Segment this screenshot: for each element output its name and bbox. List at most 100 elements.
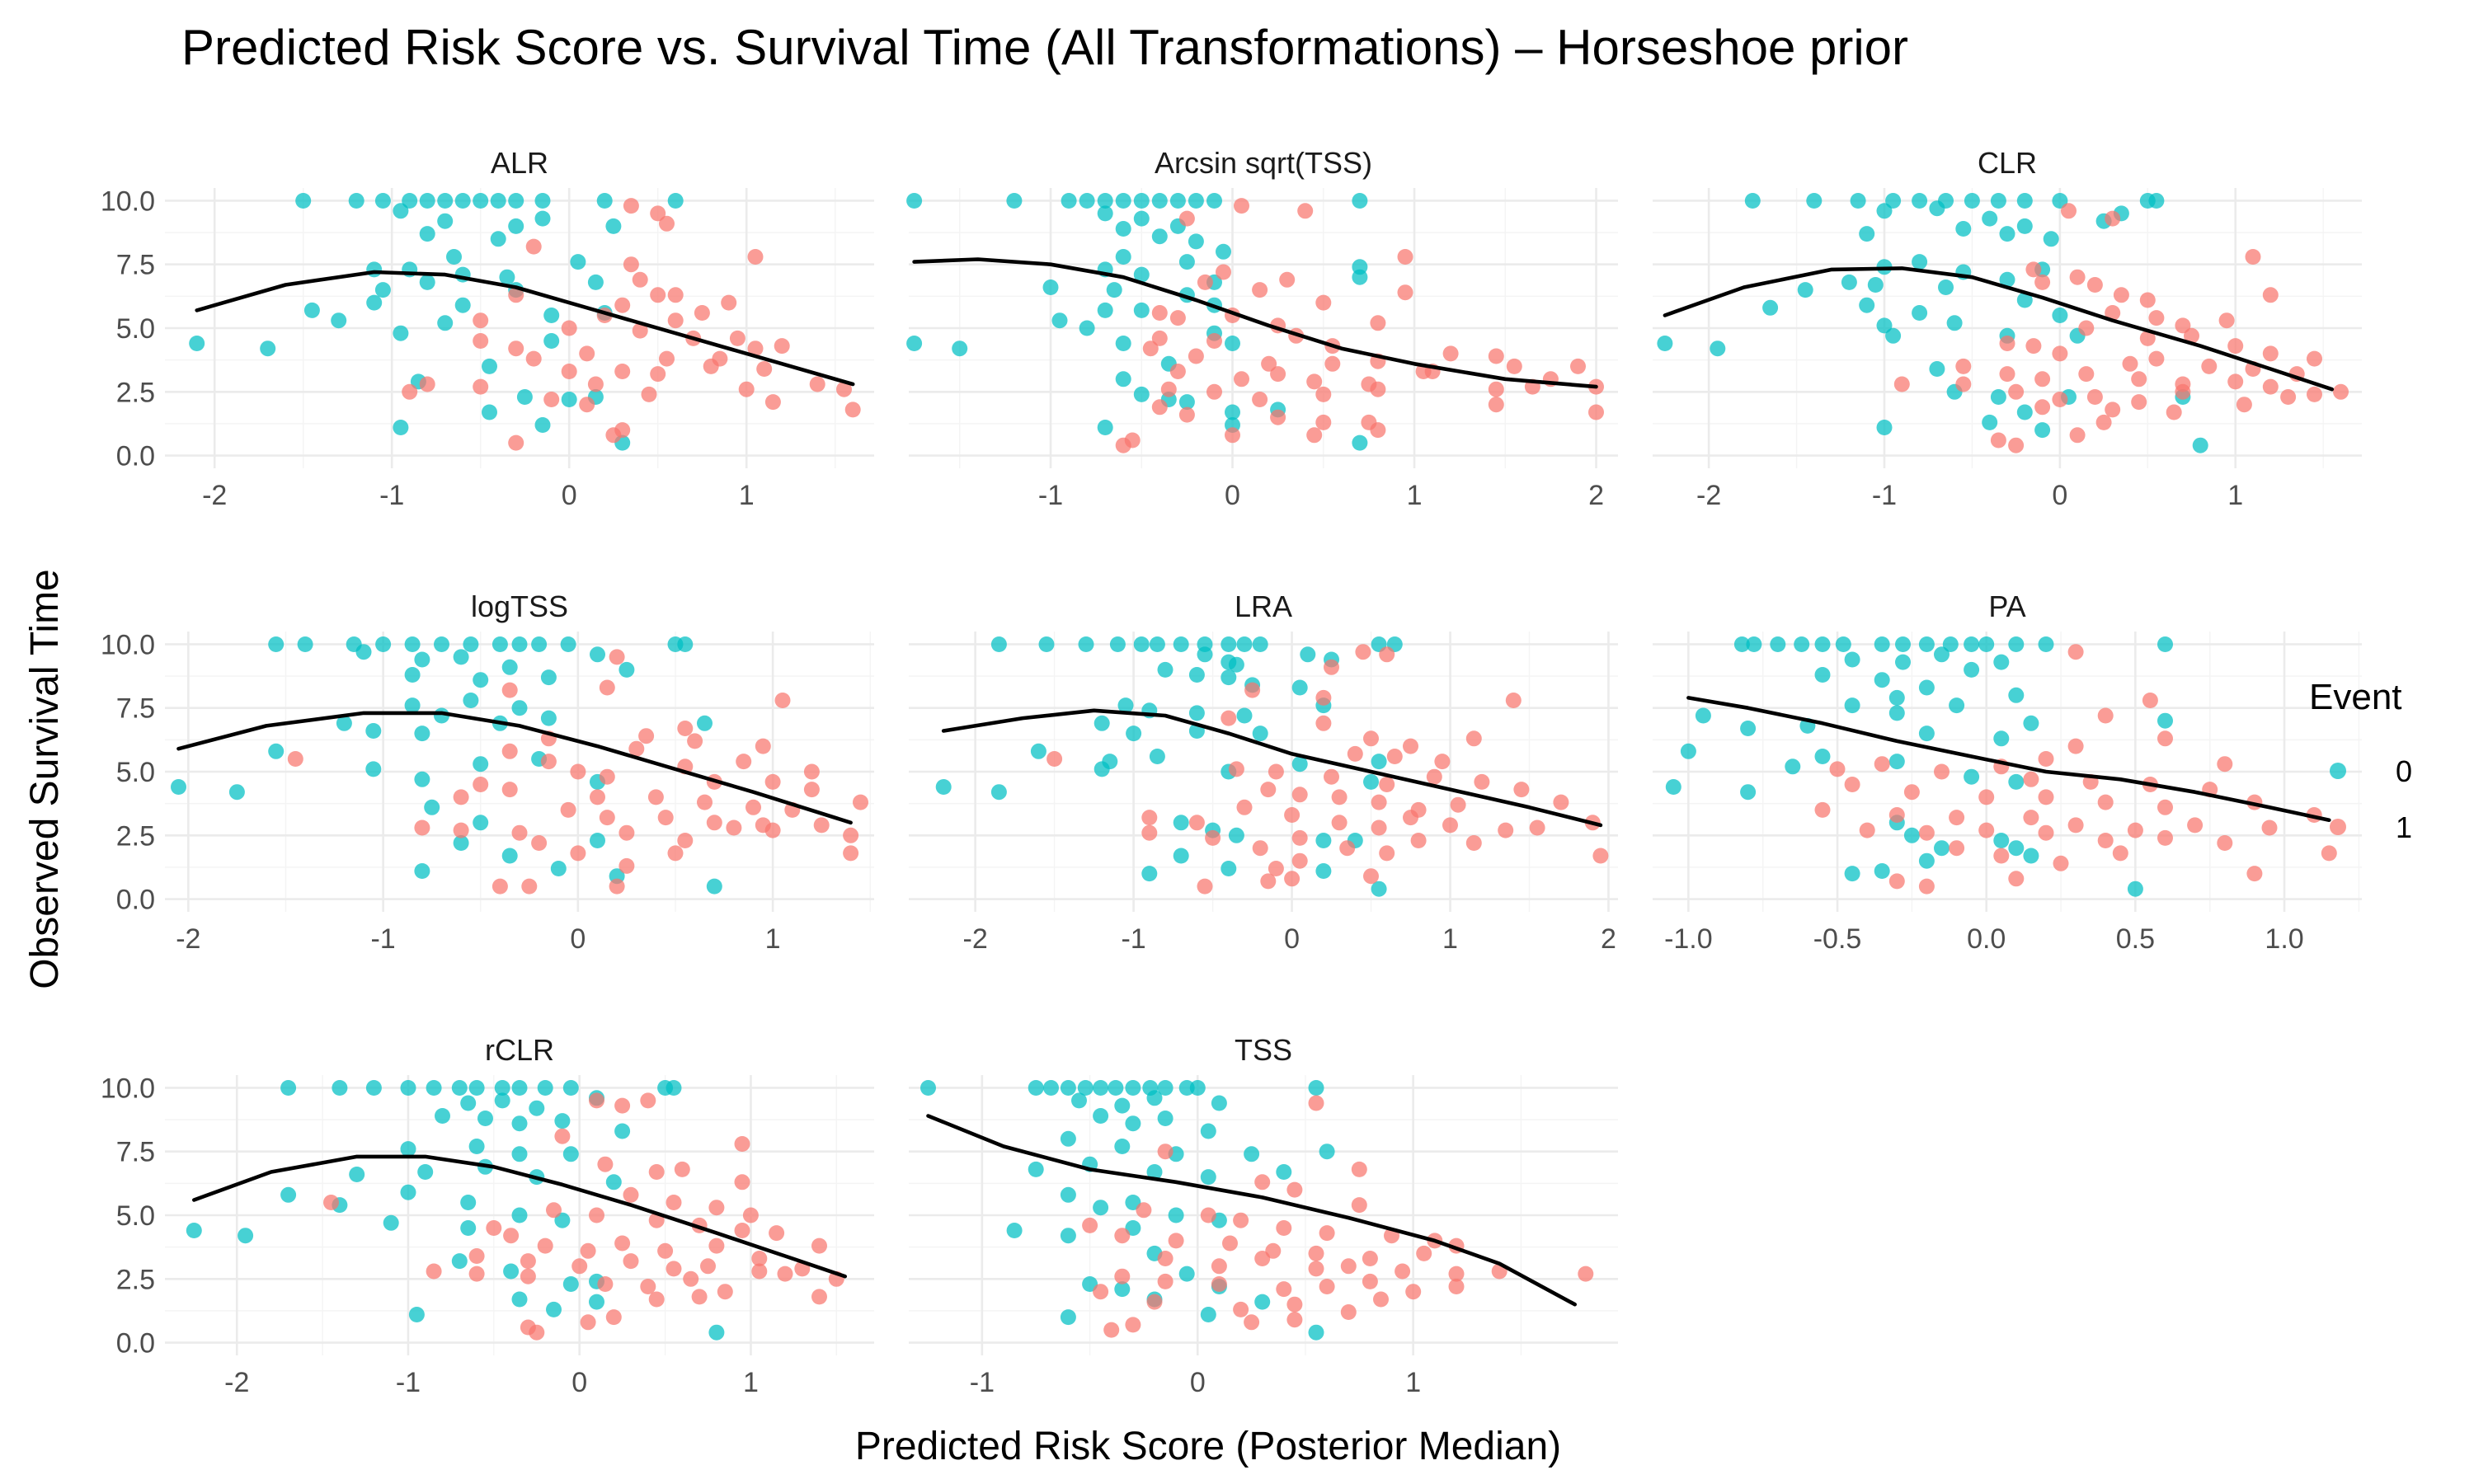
data-point [492,878,508,895]
data-point [1918,852,1935,869]
x-tick-label: 0 [1190,1367,1206,1398]
data-point [2067,817,2084,834]
data-point [2127,881,2143,897]
data-point [1955,358,1972,374]
data-point [1955,221,1972,237]
data-point [331,312,347,329]
data-point [1188,815,1205,831]
data-point [2052,392,2068,407]
data-point [1157,1144,1174,1160]
data-point [303,302,320,318]
data-point [540,669,557,686]
data-point [501,743,518,759]
data-point [1529,819,1545,836]
data-point [453,649,469,665]
data-point [580,1242,596,1259]
data-point [2008,636,2025,652]
data-point [1814,636,1831,652]
data-point [2086,277,2103,293]
data-point [813,817,830,834]
facet-label: TSS [1235,1033,1292,1067]
data-point [599,810,615,826]
data-point [1797,282,1813,298]
data-point [697,715,713,731]
data-point [529,1324,545,1341]
x-tick-label: -2 [224,1367,249,1398]
data-point [2245,249,2261,265]
data-point [726,819,742,836]
data-point [1488,348,1504,364]
data-point [1306,427,1323,444]
data-point [534,193,551,209]
data-point [1362,1251,1378,1266]
data-point [1895,654,1911,670]
data-point [1286,1312,1303,1328]
data-point [1442,817,1458,834]
data-point [1806,193,1823,209]
data-point [1079,193,1095,209]
data-point [336,715,352,731]
data-point [1114,1139,1131,1154]
x-tick-label: 0 [2052,480,2067,511]
x-tick-label: 2 [1601,923,1616,955]
data-point [674,1161,690,1177]
data-point [414,726,430,742]
data-point [1270,366,1286,383]
y-tick-label: 0.0 [116,885,155,916]
data-point [374,193,391,209]
data-point [1151,305,1168,321]
data-point [228,784,245,801]
data-point [1942,636,1959,652]
data-point [473,333,489,349]
data-point [1319,1225,1335,1242]
data-point [1216,243,1231,260]
data-point [587,376,604,392]
data-point [853,794,868,810]
data-point [2157,636,2173,652]
data-point [1362,1273,1378,1289]
data-point [1993,833,2010,848]
data-point [1331,815,1348,831]
data-point [562,1080,579,1096]
data-point [1949,810,1965,826]
data-point [1426,768,1442,785]
data-point [2034,422,2051,439]
data-point [1770,636,1786,652]
data-point [543,392,560,407]
data-point [1252,392,1268,407]
data-point [1912,305,1928,321]
data-point [1934,840,1950,857]
data-point [540,754,557,770]
data-point [638,728,655,744]
data-point [1146,1090,1163,1106]
x-tick-label: -1 [1038,480,1063,511]
data-point [1955,376,1972,392]
data-point [1946,315,1963,331]
data-point [990,636,1007,652]
data-point [747,340,764,357]
data-point [1680,743,1696,759]
data-point [1934,646,1950,663]
y-tick-label: 5.0 [116,313,155,345]
data-point [935,779,952,795]
data-point [2113,287,2129,303]
data-point [1379,777,1395,792]
data-point [721,294,737,311]
data-point [1315,386,1332,402]
data-point [348,193,365,209]
data-point [1188,233,1204,250]
data-point [365,761,382,777]
data-point [1141,866,1158,882]
data-point [1284,871,1300,887]
data-point [543,333,560,349]
y-tick-label: 5.0 [116,757,155,788]
data-point [1160,381,1177,397]
data-point [1657,336,1673,351]
data-point [1324,355,1341,372]
data-point [605,1309,622,1326]
data-point [691,1289,708,1305]
data-point [424,799,440,815]
data-point [2038,824,2054,841]
data-point [1060,1186,1076,1203]
data-point [1071,1092,1087,1109]
